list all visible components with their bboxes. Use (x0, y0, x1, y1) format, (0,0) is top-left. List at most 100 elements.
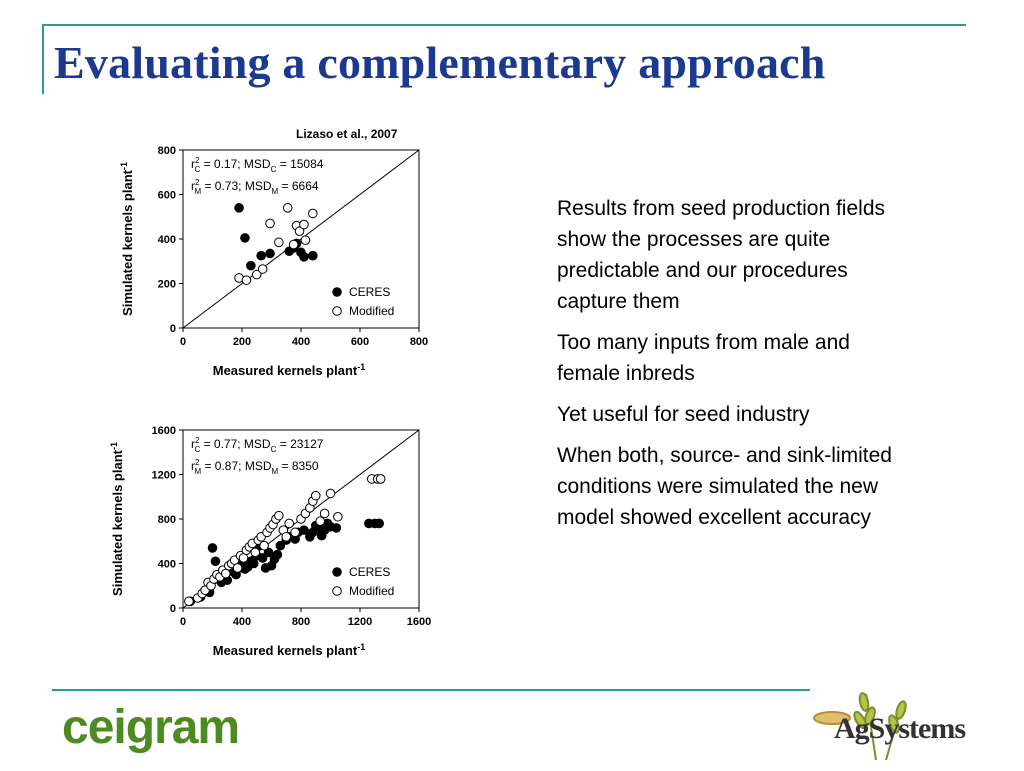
stat-text: = 8350 (278, 459, 319, 473)
y-tick-label: 1200 (152, 470, 176, 482)
stat-text: = 0.17; MSD (200, 157, 271, 171)
x-tick-label: 0 (180, 616, 186, 628)
modified-point (299, 219, 309, 230)
modified-point (333, 511, 343, 522)
modified-point (308, 208, 318, 219)
y-tick-label: 0 (170, 603, 176, 615)
bullet-item: Yet useful for seed industry (557, 403, 810, 426)
ceres-point (263, 547, 274, 558)
footer-rule (52, 689, 810, 691)
ceres-point (299, 525, 309, 535)
modified-point (232, 563, 243, 573)
x-tick-label: 1200 (348, 616, 372, 628)
stat-sub: C (271, 445, 277, 454)
ceres-point (299, 252, 309, 262)
stat-sup: 2 (195, 458, 200, 467)
y-tick-label: 1600 (152, 425, 176, 437)
stat-sub: M (194, 187, 201, 196)
y-tick-label: 800 (158, 145, 176, 157)
x-axis-label-sup: -1 (357, 362, 365, 372)
x-tick-label: 1600 (407, 616, 431, 628)
modified-point (259, 540, 269, 551)
legend-label: Modified (349, 584, 394, 598)
legend-modified-marker (332, 306, 342, 316)
stat-r: r (191, 437, 195, 451)
stat-sub: C (194, 165, 200, 174)
modified-point (294, 226, 305, 237)
ceigram-logo: ceigram (62, 701, 240, 754)
bullet-list: Results from seed production fields show… (557, 193, 907, 543)
modified-point (288, 239, 299, 250)
stat-sub: M (194, 467, 201, 476)
stat-text: = 15084 (276, 157, 323, 171)
ceres-point (272, 549, 283, 560)
stat-annotation: r2 M = 0.87; MSDM = 8350 (191, 458, 319, 476)
slide-title: Evaluating a complementary approach (54, 37, 826, 88)
stat-sup: 2 (195, 178, 200, 187)
ceres-point (207, 543, 218, 553)
stat-sub: M (272, 187, 279, 196)
stat-annotation: r2 C = 0.77; MSDC = 23127 (191, 436, 324, 454)
modified-point (251, 269, 262, 280)
modified-point (241, 275, 252, 285)
ceres-point (374, 518, 384, 529)
wheat-icon (813, 692, 907, 761)
ceres-point (331, 523, 342, 533)
agsystems-wordmark: AgSystems (834, 712, 966, 745)
y-tick-label: 200 (158, 279, 176, 291)
stat-text: = 23127 (276, 437, 323, 451)
x-axis-label: Measured kernels plant-1 (213, 362, 366, 378)
x-tick-label: 200 (233, 336, 251, 348)
stat-annotation: r2 C = 0.17; MSDC = 15084 (191, 156, 324, 174)
modified-point (265, 218, 275, 229)
scatter-chart-bottom: 0 400 800 1200 1600 0 400 800 1200 1600 Measured k… (109, 425, 431, 658)
modified-point (375, 474, 386, 484)
bullet-item: Too many inputs from male and female inb… (557, 331, 850, 385)
x-tick-label: 400 (292, 336, 310, 348)
y-tick-label: 400 (158, 559, 176, 571)
ceres-point (308, 250, 318, 261)
stat-r: r (191, 157, 195, 171)
y-axis-label: Simulated kernels plant-1 (109, 442, 125, 596)
y-tick-label: 600 (158, 190, 176, 202)
modified-point (274, 510, 284, 521)
legend-ceres-marker (332, 287, 342, 297)
modified-point (300, 235, 311, 245)
stat-r: r (191, 179, 195, 193)
stat-annotation: r2 M = 0.73; MSDM = 6664 (191, 178, 319, 196)
x-tick-label: 600 (351, 336, 369, 348)
title-accent-bar (42, 24, 44, 94)
ceres-point (256, 250, 266, 261)
modified-point (257, 264, 268, 274)
legend-label: Modified (349, 304, 394, 318)
stat-text: = 0.87; MSD (201, 459, 272, 473)
y-tick-label: 400 (158, 234, 176, 246)
legend-modified-marker (332, 586, 342, 596)
legend-label: CERES (349, 285, 390, 299)
modified-point (282, 203, 293, 213)
ceres-point (210, 556, 221, 567)
agsystems-logo: AgSystems (806, 688, 982, 766)
ceres-point (246, 260, 256, 271)
scatter-chart-top: 0 200 400 600 800 0 200 400 600 800 Measured kerne… (119, 145, 428, 378)
x-tick-label: 800 (292, 616, 310, 628)
modified-point (274, 237, 284, 248)
ceres-point (240, 233, 250, 243)
stat-text: = 0.73; MSD (201, 179, 272, 193)
x-axis-label: Measured kernels plant-1 (213, 642, 366, 658)
bullet-item: Results from seed production fields show… (557, 197, 885, 313)
stat-sup: 2 (195, 156, 200, 165)
title-top-rule (42, 24, 966, 26)
modified-point (325, 488, 336, 499)
y-axis-label-sup: -1 (119, 162, 129, 170)
legend-ceres-marker (332, 567, 342, 577)
ceres-point (265, 248, 275, 259)
x-tick-label: 400 (233, 616, 251, 628)
x-tick-label: 0 (180, 336, 186, 348)
x-axis-label-sup: -1 (357, 642, 365, 652)
x-tick-label: 800 (410, 336, 428, 348)
stat-sub: C (271, 165, 277, 174)
modified-point (319, 508, 330, 519)
modified-point (315, 516, 325, 527)
stat-r: r (191, 459, 195, 473)
